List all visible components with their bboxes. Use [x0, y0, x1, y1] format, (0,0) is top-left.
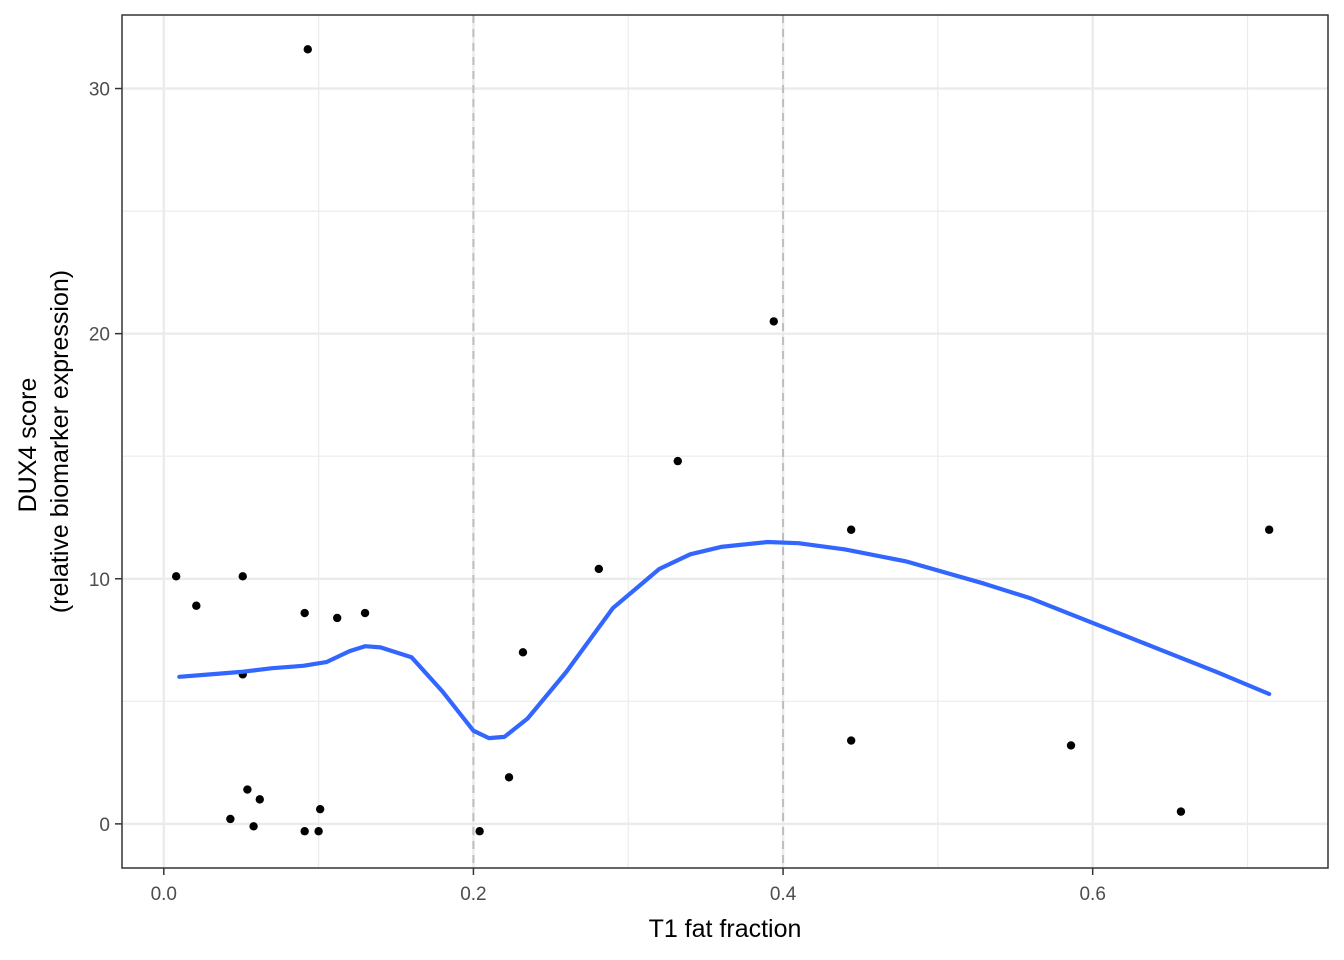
panel-border [121, 14, 1329, 869]
data-point [226, 814, 235, 824]
data-point [475, 827, 484, 836]
y-axis: 0 10 20 30 [89, 80, 122, 836]
data-point [249, 822, 258, 831]
data-point [314, 827, 323, 836]
data-point [255, 795, 264, 804]
data-point [594, 564, 604, 574]
x-tick-label: 0.4 [770, 884, 797, 905]
data-point [332, 613, 342, 623]
reference-lines [472, 15, 785, 868]
data-point [192, 601, 201, 610]
data-point [243, 785, 252, 794]
data-point [673, 456, 682, 466]
data-points [171, 45, 1274, 836]
data-point [504, 773, 514, 782]
y-axis-title-line-1: DUX4 score [14, 378, 42, 513]
smooth-line [177, 539, 1272, 741]
data-point [360, 608, 370, 618]
data-point [300, 827, 309, 836]
y-axis-title-line-2: (relative biomarker expression) [46, 270, 74, 613]
data-point [238, 572, 247, 581]
x-tick-label: 0.6 [1079, 884, 1105, 905]
data-point [1066, 741, 1076, 750]
y-tick-label: 20 [89, 325, 110, 346]
data-point [1176, 807, 1186, 816]
x-tick-label: 0.2 [460, 884, 486, 905]
y-tick-label: 0 [99, 815, 110, 836]
x-axis: 0.0 0.2 0.4 0.6 [151, 868, 1106, 905]
x-tick-label: 0.0 [151, 884, 177, 905]
grid [122, 15, 1328, 868]
data-point [300, 608, 309, 618]
data-point [315, 804, 325, 814]
data-point [171, 572, 181, 581]
y-tick-label: 10 [89, 570, 110, 591]
data-point [769, 317, 778, 326]
y-tick-label: 30 [89, 80, 110, 101]
data-point [1264, 525, 1274, 534]
data-point [846, 736, 856, 745]
y-axis-title: DUX4 score (relative biomarker expressio… [14, 270, 74, 613]
data-point [846, 525, 856, 534]
data-point [518, 648, 528, 657]
smooth-curve [177, 539, 1272, 741]
x-axis-title: T1 fat fraction [649, 915, 802, 943]
data-point [303, 45, 312, 54]
